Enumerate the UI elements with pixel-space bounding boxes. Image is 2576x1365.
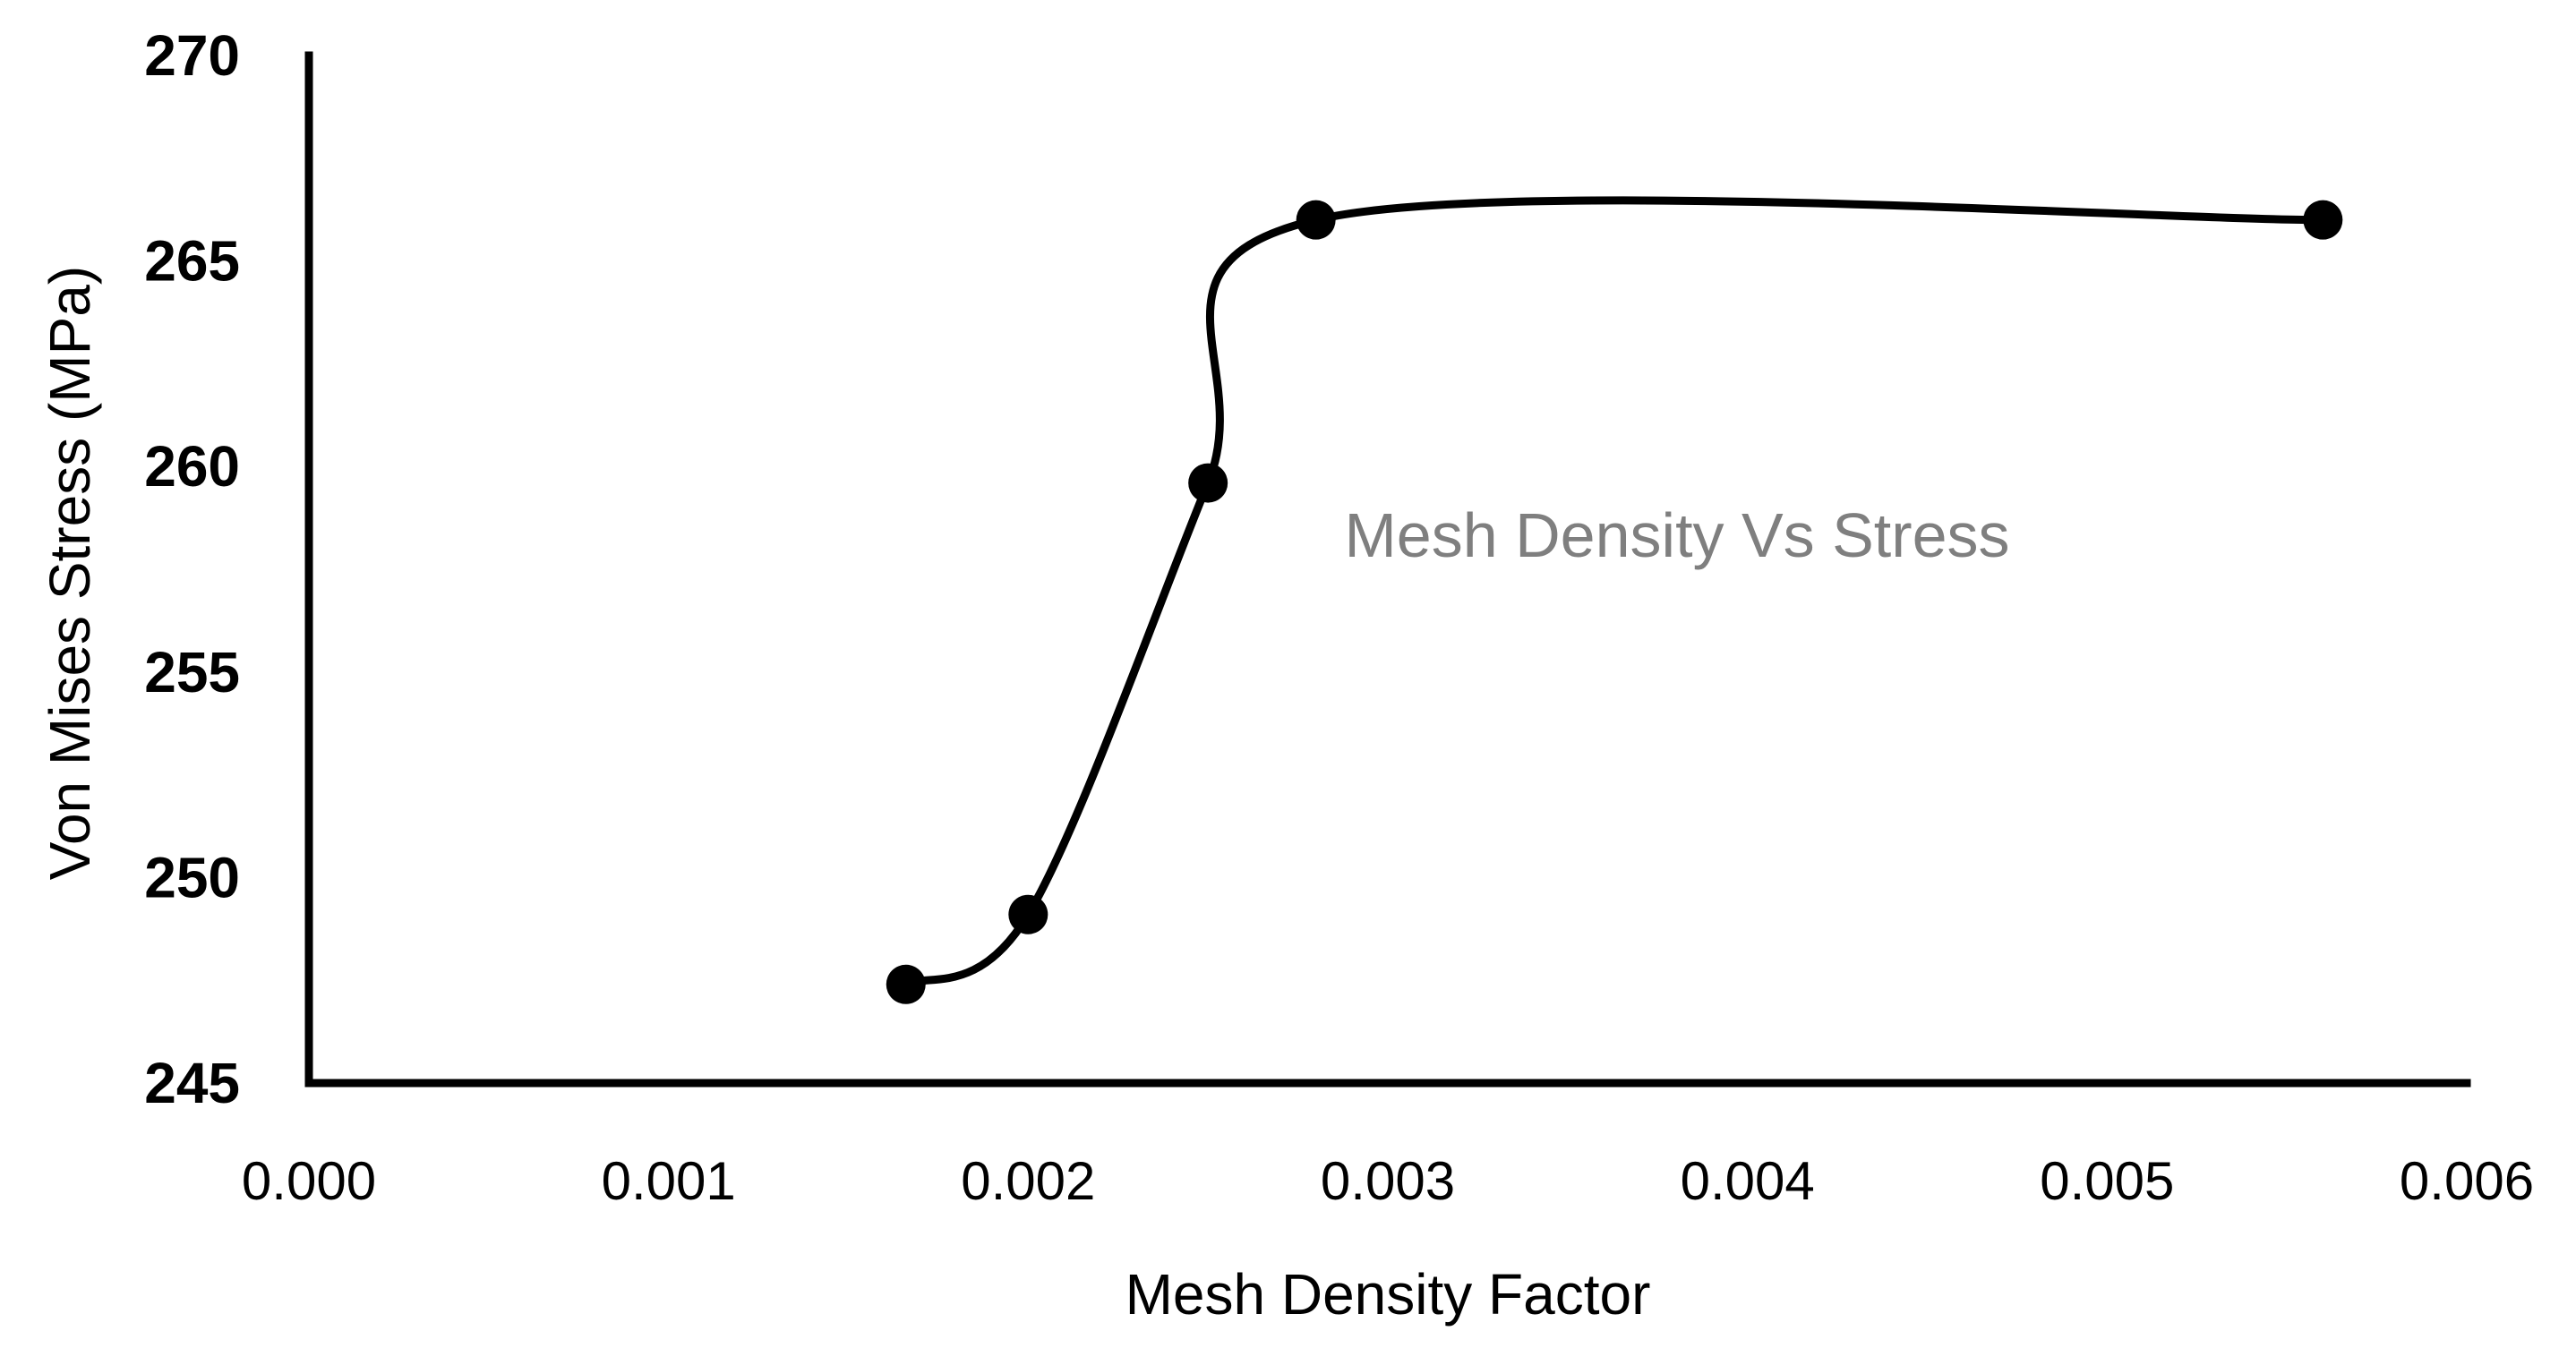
axes	[304, 51, 2471, 1088]
data-point	[1008, 894, 1048, 934]
data-points	[886, 200, 2343, 1004]
y-tick-label: 245	[144, 1051, 240, 1115]
y-tick-label: 270	[144, 23, 240, 88]
x-axis-title: Mesh Density Factor	[1125, 1262, 1651, 1327]
x-tick-label: 0.005	[2040, 1151, 2174, 1211]
x-tick-label: 0.006	[2400, 1151, 2534, 1211]
data-point	[1296, 200, 1336, 240]
data-point	[886, 964, 926, 1004]
data-point	[1188, 463, 1228, 503]
x-tick-labels: 0.000 0.001 0.002 0.003 0.004 0.005 0.006	[242, 1151, 2534, 1211]
series-line	[902, 196, 2327, 989]
y-tick-labels: 245 250 255 260 265 270	[144, 23, 240, 1115]
x-tick-label: 0.000	[242, 1151, 376, 1211]
y-tick-label: 250	[144, 845, 240, 909]
y-tick-label: 260	[144, 434, 240, 499]
chart-title: Mesh Density Vs Stress	[1345, 500, 2010, 570]
data-point	[2303, 200, 2343, 240]
x-tick-label: 0.001	[602, 1151, 736, 1211]
x-tick-label: 0.004	[1681, 1151, 1815, 1211]
y-tick-label: 265	[144, 229, 240, 294]
y-tick-label: 255	[144, 640, 240, 704]
y-axis-title: Von Mises Stress (MPa)	[38, 266, 102, 880]
x-tick-label: 0.002	[961, 1151, 1095, 1211]
x-tick-label: 0.003	[1321, 1151, 1455, 1211]
